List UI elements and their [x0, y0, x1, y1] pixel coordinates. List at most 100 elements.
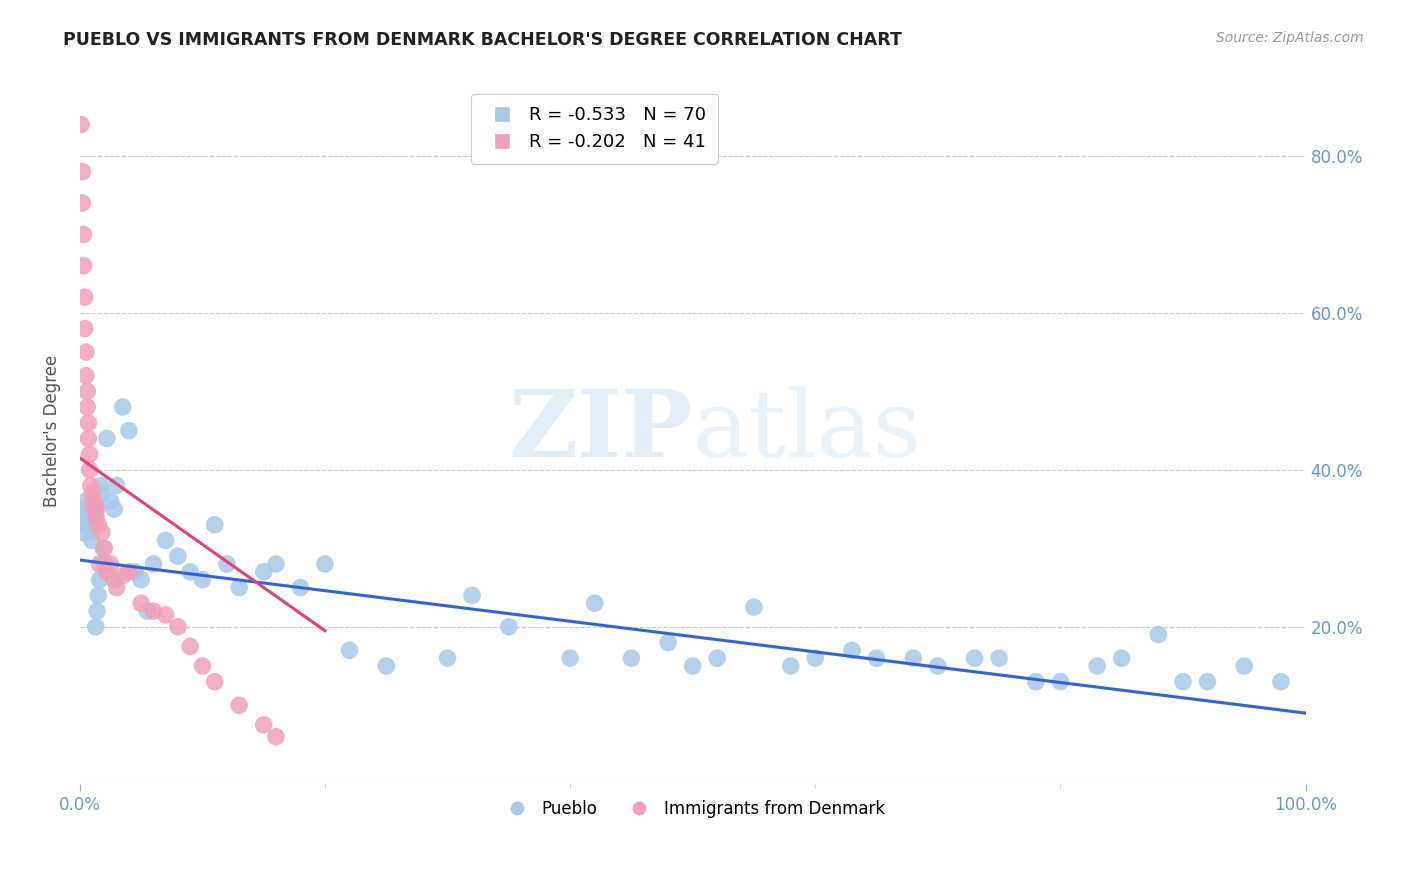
Point: [204, 517, 226, 532]
Point: [927, 659, 949, 673]
Point: [191, 573, 214, 587]
Point: [77, 517, 100, 532]
Point: [136, 604, 159, 618]
Point: [339, 643, 361, 657]
Point: [72, 164, 94, 178]
Point: [82, 509, 104, 524]
Point: [90, 478, 112, 492]
Point: [1049, 674, 1071, 689]
Text: ZIP: ZIP: [509, 385, 693, 475]
Point: [191, 659, 214, 673]
Point: [75, 494, 97, 508]
Point: [204, 674, 226, 689]
Point: [86, 604, 108, 618]
Point: [620, 651, 643, 665]
Point: [79, 463, 101, 477]
Point: [75, 368, 97, 383]
Point: [179, 640, 201, 654]
Point: [103, 502, 125, 516]
Point: [87, 588, 110, 602]
Point: [290, 581, 312, 595]
Point: [253, 565, 276, 579]
Point: [118, 424, 141, 438]
Point: [314, 557, 336, 571]
Point: [82, 494, 104, 508]
Point: [72, 525, 94, 540]
Point: [129, 596, 152, 610]
Point: [82, 486, 104, 500]
Point: [179, 565, 201, 579]
Point: [167, 620, 190, 634]
Point: [124, 565, 146, 579]
Point: [79, 502, 101, 516]
Point: [682, 659, 704, 673]
Point: [111, 568, 134, 582]
Point: [461, 588, 484, 602]
Point: [1171, 674, 1194, 689]
Point: [228, 581, 250, 595]
Point: [79, 447, 101, 461]
Point: [100, 494, 122, 508]
Point: [155, 607, 177, 622]
Point: [100, 557, 122, 571]
Point: [583, 596, 606, 610]
Point: [89, 557, 111, 571]
Point: [118, 565, 141, 579]
Point: [93, 557, 115, 571]
Point: [80, 525, 103, 540]
Point: [436, 651, 458, 665]
Point: [96, 432, 118, 446]
Point: [80, 478, 103, 492]
Text: Source: ZipAtlas.com: Source: ZipAtlas.com: [1216, 31, 1364, 45]
Point: [91, 541, 114, 556]
Point: [90, 486, 112, 500]
Point: [89, 573, 111, 587]
Point: [86, 502, 108, 516]
Point: [129, 573, 152, 587]
Point: [375, 659, 398, 673]
Point: [1233, 659, 1256, 673]
Point: [142, 604, 165, 618]
Point: [963, 651, 986, 665]
Point: [72, 227, 94, 242]
Point: [73, 321, 96, 335]
Point: [111, 400, 134, 414]
Point: [83, 502, 105, 516]
Point: [73, 502, 96, 516]
Point: [96, 565, 118, 579]
Point: [105, 581, 128, 595]
Point: [1147, 627, 1170, 641]
Point: [1197, 674, 1219, 689]
Point: [73, 290, 96, 304]
Point: [903, 651, 925, 665]
Text: atlas: atlas: [693, 385, 922, 475]
Point: [82, 533, 104, 548]
Point: [76, 400, 98, 414]
Y-axis label: Bachelor's Degree: Bachelor's Degree: [44, 354, 60, 507]
Point: [779, 659, 801, 673]
Point: [76, 509, 98, 524]
Point: [253, 718, 276, 732]
Point: [742, 600, 765, 615]
Point: [83, 502, 105, 516]
Point: [841, 643, 863, 657]
Point: [142, 557, 165, 571]
Point: [70, 118, 93, 132]
Point: [87, 517, 110, 532]
Point: [706, 651, 728, 665]
Point: [804, 651, 827, 665]
Point: [72, 196, 94, 211]
Point: [72, 259, 94, 273]
Point: [77, 432, 100, 446]
Point: [93, 541, 115, 556]
Legend: Pueblo, Immigrants from Denmark: Pueblo, Immigrants from Denmark: [494, 794, 891, 825]
Point: [155, 533, 177, 548]
Point: [1085, 659, 1108, 673]
Point: [264, 557, 287, 571]
Text: PUEBLO VS IMMIGRANTS FROM DENMARK BACHELOR'S DEGREE CORRELATION CHART: PUEBLO VS IMMIGRANTS FROM DENMARK BACHEL…: [63, 31, 903, 49]
Point: [70, 517, 93, 532]
Point: [84, 509, 107, 524]
Point: [77, 416, 100, 430]
Point: [72, 509, 94, 524]
Point: [105, 478, 128, 492]
